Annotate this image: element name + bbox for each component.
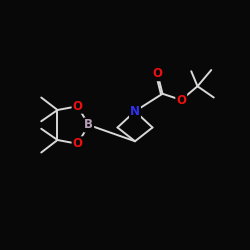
Text: B: B: [84, 118, 93, 132]
Text: O: O: [72, 137, 83, 150]
Text: O: O: [72, 100, 83, 113]
Text: O: O: [152, 67, 162, 80]
Text: O: O: [176, 94, 186, 106]
Text: N: N: [130, 105, 140, 118]
